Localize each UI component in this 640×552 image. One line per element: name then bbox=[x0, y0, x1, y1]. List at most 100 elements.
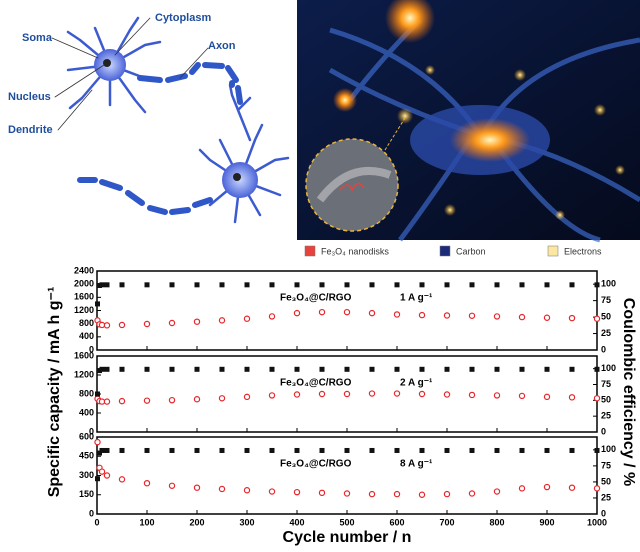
capacity-point bbox=[143, 480, 151, 487]
capacity-point bbox=[118, 476, 126, 483]
capacity-point bbox=[218, 317, 226, 324]
efficiency-point bbox=[569, 447, 575, 453]
efficiency-point bbox=[269, 282, 275, 288]
y2-tick-label: 0 bbox=[601, 426, 606, 436]
efficiency-point bbox=[144, 447, 150, 453]
capacity-point bbox=[218, 395, 226, 402]
capacity-point bbox=[343, 308, 351, 316]
x-tick-label: 500 bbox=[339, 517, 354, 527]
y2-tick-label: 100 bbox=[601, 363, 616, 373]
x-tick-label: 300 bbox=[239, 517, 254, 527]
efficiency-point bbox=[544, 447, 550, 453]
efficiency-point bbox=[104, 447, 110, 453]
efficiency-point bbox=[394, 447, 400, 453]
y2-tick-label: 25 bbox=[601, 411, 611, 421]
efficiency-point bbox=[594, 447, 600, 453]
capacity-point bbox=[193, 396, 201, 403]
label: Axon bbox=[208, 40, 236, 52]
capacity-point bbox=[568, 394, 576, 401]
efficiency-point bbox=[294, 282, 300, 288]
x-tick-label: 100 bbox=[139, 517, 154, 527]
capacity-point bbox=[368, 309, 376, 317]
efficiency-point bbox=[319, 366, 325, 372]
efficiency-point bbox=[104, 282, 110, 288]
legend-label: Carbon bbox=[456, 246, 486, 256]
efficiency-point bbox=[169, 366, 175, 372]
capacity-point bbox=[168, 396, 176, 404]
y-tick-label: 600 bbox=[79, 431, 94, 441]
efficiency-point bbox=[194, 447, 200, 453]
y-tick-label: 400 bbox=[79, 331, 94, 341]
x-tick-label: 600 bbox=[389, 517, 404, 527]
render-image bbox=[297, 0, 640, 243]
y-tick-label: 1200 bbox=[74, 369, 94, 379]
efficiency-point bbox=[319, 447, 325, 453]
efficiency-point bbox=[344, 447, 350, 453]
y2-tick-label: 25 bbox=[601, 328, 611, 338]
legend-swatch bbox=[304, 245, 316, 257]
efficiency-point bbox=[569, 282, 575, 288]
capacity-point bbox=[143, 320, 151, 328]
efficiency-point bbox=[119, 447, 125, 453]
capacity-point bbox=[268, 392, 276, 399]
efficiency-point bbox=[419, 366, 425, 372]
capacity-point bbox=[168, 482, 176, 489]
annotation: 8 A g⁻¹ bbox=[400, 459, 433, 470]
efficiency-point bbox=[269, 366, 275, 372]
efficiency-point bbox=[519, 447, 525, 453]
x-tick-label: 900 bbox=[539, 517, 554, 527]
y2-tick-label: 0 bbox=[601, 344, 606, 354]
x-tick-label: 400 bbox=[289, 517, 304, 527]
legend-swatch bbox=[439, 245, 451, 257]
efficiency-point bbox=[294, 447, 300, 453]
efficiency-point bbox=[394, 282, 400, 288]
capacity-point bbox=[443, 312, 451, 319]
x-tick-label: 200 bbox=[189, 517, 204, 527]
efficiency-point bbox=[95, 391, 100, 397]
y2-tick-label: 75 bbox=[601, 379, 611, 389]
y2-tick-label: 0 bbox=[601, 508, 606, 518]
capacity-point bbox=[293, 391, 301, 398]
efficiency-point bbox=[544, 282, 550, 288]
efficiency-point bbox=[344, 366, 350, 372]
efficiency-point bbox=[219, 282, 225, 288]
label: Soma bbox=[22, 32, 53, 44]
capacity-point bbox=[418, 491, 426, 498]
y-tick-label: 2400 bbox=[74, 265, 94, 275]
capacity-point bbox=[443, 490, 451, 498]
capacity-point bbox=[468, 490, 476, 497]
efficiency-point bbox=[294, 366, 300, 372]
y-tick-label: 150 bbox=[79, 489, 94, 499]
y2-tick-label: 25 bbox=[601, 492, 611, 502]
efficiency-point bbox=[119, 366, 125, 372]
efficiency-point bbox=[169, 282, 175, 288]
efficiency-point bbox=[394, 366, 400, 372]
efficiency-point bbox=[194, 366, 200, 372]
capacity-point bbox=[98, 468, 106, 475]
capacity-point bbox=[343, 390, 351, 398]
capacity-point bbox=[118, 397, 126, 405]
efficiency-point bbox=[194, 282, 200, 288]
y-tick-label: 400 bbox=[79, 407, 94, 417]
capacity-point bbox=[368, 390, 376, 397]
annotation: Fe₃O₄@C/RGO bbox=[280, 293, 352, 304]
efficiency-point bbox=[219, 366, 225, 372]
capacity-point bbox=[393, 390, 401, 397]
annotation: Fe₃O₄@C/RGO bbox=[280, 459, 352, 470]
capacity-point bbox=[168, 319, 176, 327]
capacity-point bbox=[418, 311, 426, 319]
capacity-point bbox=[518, 485, 526, 492]
y-tick-label: 0 bbox=[89, 508, 94, 518]
efficiency-point bbox=[95, 301, 100, 307]
capacity-point bbox=[343, 490, 351, 497]
capacity-point bbox=[193, 318, 201, 325]
efficiency-point bbox=[344, 282, 350, 288]
capacity-point bbox=[318, 390, 326, 398]
x-axis-label: Cycle number / n bbox=[283, 529, 412, 546]
capacity-point bbox=[593, 485, 601, 492]
annotation: 1 A g⁻¹ bbox=[400, 293, 433, 304]
capacity-point bbox=[468, 312, 476, 319]
y2-tick-label: 100 bbox=[601, 444, 616, 454]
capacity-point bbox=[543, 393, 551, 401]
y-tick-label: 0 bbox=[89, 344, 94, 354]
